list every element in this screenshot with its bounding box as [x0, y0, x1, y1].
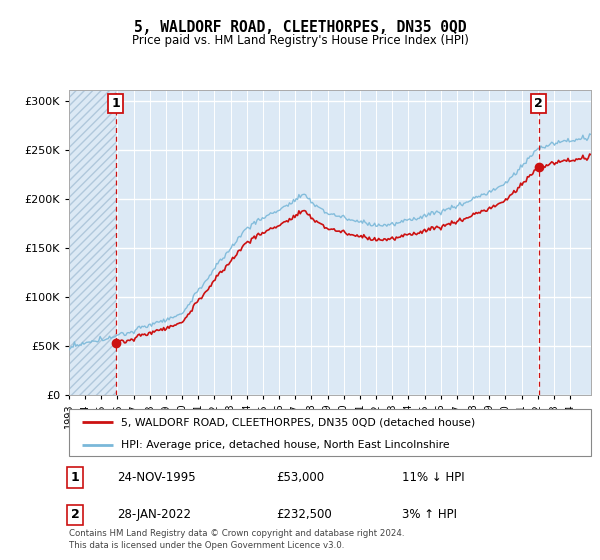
Text: 3% ↑ HPI: 3% ↑ HPI — [402, 508, 457, 521]
Text: £53,000: £53,000 — [276, 471, 324, 484]
Text: 2: 2 — [71, 508, 79, 521]
Text: HPI: Average price, detached house, North East Lincolnshire: HPI: Average price, detached house, Nort… — [121, 440, 450, 450]
Bar — [69, 90, 116, 395]
Text: 24-NOV-1995: 24-NOV-1995 — [117, 471, 196, 484]
Text: £232,500: £232,500 — [276, 508, 332, 521]
Text: 1: 1 — [112, 97, 120, 110]
Text: 11% ↓ HPI: 11% ↓ HPI — [402, 471, 464, 484]
Text: 5, WALDORF ROAD, CLEETHORPES, DN35 0QD: 5, WALDORF ROAD, CLEETHORPES, DN35 0QD — [134, 20, 466, 35]
Text: 1: 1 — [71, 471, 79, 484]
Text: 5, WALDORF ROAD, CLEETHORPES, DN35 0QD (detached house): 5, WALDORF ROAD, CLEETHORPES, DN35 0QD (… — [121, 417, 475, 427]
Text: Price paid vs. HM Land Registry's House Price Index (HPI): Price paid vs. HM Land Registry's House … — [131, 34, 469, 46]
Text: 28-JAN-2022: 28-JAN-2022 — [117, 508, 191, 521]
Text: Contains HM Land Registry data © Crown copyright and database right 2024.
This d: Contains HM Land Registry data © Crown c… — [69, 529, 404, 550]
Text: 2: 2 — [535, 97, 543, 110]
FancyBboxPatch shape — [69, 409, 591, 456]
